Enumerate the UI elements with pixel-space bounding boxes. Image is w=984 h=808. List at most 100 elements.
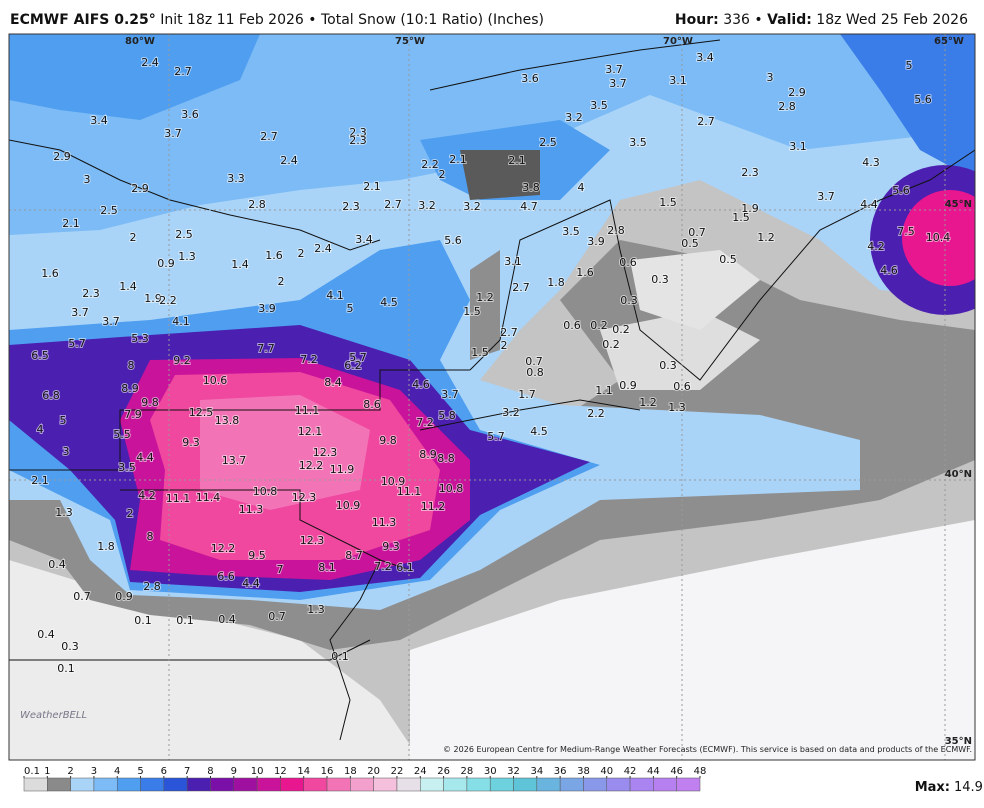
snow-amount: 2: [278, 275, 285, 288]
snow-amount: 0.1: [134, 614, 152, 627]
snow-amount: 8: [128, 359, 135, 372]
snow-amount: 10.9: [381, 475, 406, 488]
colorbar-tick-label: 48: [694, 766, 707, 777]
lon-label: 80°W: [125, 36, 155, 47]
colorbar-swatch: [373, 777, 398, 792]
snow-amount: 11.2: [421, 500, 446, 513]
colorbar-tick-label: 38: [577, 766, 590, 777]
snow-amount: 9.3: [182, 436, 200, 449]
run: Init 18z 11 Feb 2026: [160, 12, 304, 28]
colorbar-tick-label: 40: [600, 766, 613, 777]
colorbar-tick-label: 8: [207, 766, 213, 777]
snow-amount: 3.6: [521, 72, 539, 85]
snow-amount: 7.2: [374, 560, 392, 573]
snow-amount: 1.6: [576, 266, 594, 279]
snow-amount: 2.1: [449, 153, 467, 166]
snow-amount: 3.2: [463, 200, 481, 213]
snow-amount: 4.5: [380, 296, 398, 309]
snow-amount: 3.7: [441, 388, 459, 401]
snow-amount: 7.7: [257, 342, 275, 355]
lat-label: 35°N: [945, 736, 972, 747]
colorbar-swatch: [536, 777, 561, 792]
snow-amount: 2.1: [31, 474, 49, 487]
snow-amount: 4.4: [136, 451, 154, 464]
snow-amount: 4.1: [326, 289, 344, 302]
colorbar-tick-label: 30: [484, 766, 497, 777]
colorbar-swatch: [653, 777, 677, 792]
snow-amount: 3.2: [418, 199, 436, 212]
snow-amount: 5: [906, 59, 913, 72]
snow-amount: 4: [578, 181, 585, 194]
colorbar-tick-label: 1: [44, 766, 50, 777]
lat-label: 40°N: [945, 469, 972, 480]
snow-amount: 5: [347, 302, 354, 315]
colorbar-tick-label: 7: [184, 766, 190, 777]
header-left: ECMWF AIFS 0.25° Init 18z 11 Feb 2026 • …: [10, 12, 544, 28]
snow-amount: 2.1: [363, 180, 381, 193]
snow-amount: 3.7: [102, 315, 120, 328]
snow-amount: 0.2: [612, 323, 630, 336]
snow-amount: 1.8: [547, 276, 565, 289]
product: Total Snow (10:1 Ratio) (Inches): [320, 12, 544, 28]
snow-amount: 2: [439, 168, 446, 181]
snow-amount: 12.3: [292, 491, 317, 504]
colorbar-swatch: [47, 777, 71, 792]
snow-amount: 2.7: [500, 326, 518, 339]
snow-amount: 0.3: [659, 359, 677, 372]
colorbar-tick-label: 10: [251, 766, 264, 777]
separator: •: [754, 12, 763, 28]
snow-amount: 4: [37, 423, 44, 436]
snow-amount: 3.4: [90, 114, 108, 127]
snow-amount: 2.5: [175, 228, 193, 241]
snow-amount: 0.3: [61, 640, 79, 653]
lon-label: 70°W: [663, 36, 693, 47]
snow-amount: 4.7: [520, 200, 538, 213]
snow-amount: 2.3: [349, 126, 367, 139]
snow-amount: 5.6: [914, 93, 932, 106]
max-value: 14.9: [954, 780, 983, 795]
snow-amount: 0.7: [525, 355, 543, 368]
snow-amount: 5.6: [892, 184, 910, 197]
snow-amount: 10.9: [336, 499, 361, 512]
snow-amount: 3.7: [609, 77, 627, 90]
colorbar-tick-label: 28: [461, 766, 474, 777]
snow-amount: 3.6: [181, 108, 199, 121]
snow-amount: 10.8: [439, 482, 464, 495]
snow-amount: 0.7: [268, 610, 286, 623]
logo: WeatherBELL: [20, 710, 87, 721]
snow-amount: 2: [127, 507, 134, 520]
snow-amount: 4.3: [862, 156, 880, 169]
colorbar-tick-label: 14: [297, 766, 310, 777]
snow-amount: 0.1: [176, 614, 194, 627]
colorbar-tick-label: 22: [391, 766, 404, 777]
snow-amount: 3.7: [164, 127, 182, 140]
colorbar-swatch: [513, 777, 538, 792]
colorbar-swatch: [350, 777, 374, 792]
snow-amount: 2.4: [280, 154, 298, 167]
snow-amount: 0.6: [619, 256, 637, 269]
snow-amount: 8.6: [363, 398, 381, 411]
valid: 18z Wed 25 Feb 2026: [816, 12, 968, 28]
snow-amount: 3.7: [71, 306, 89, 319]
snow-amount: 0.3: [651, 273, 669, 286]
colorbar-tick-label: 3: [91, 766, 97, 777]
snow-amount: 4.4: [860, 198, 878, 211]
snow-amount: 1.1: [595, 384, 613, 397]
lat-label: 45°N: [945, 199, 972, 210]
snow-amount: 12.5: [189, 406, 214, 419]
snow-amount: 12.1: [298, 425, 323, 438]
colorbar-tick-label: 20: [367, 766, 380, 777]
snow-amount: 9.5: [248, 549, 266, 562]
colorbar-swatch: [116, 777, 141, 792]
snow-amount: 1.2: [639, 396, 657, 409]
snow-amount: 3.7: [605, 63, 623, 76]
snow-amount: 2.7: [697, 115, 715, 128]
snow-amount: 7: [277, 563, 284, 576]
colorbar-tick-label: 12: [274, 766, 287, 777]
hour: 336: [723, 12, 750, 28]
snow-amount: 2.9: [53, 150, 71, 163]
snow-amount: 1.6: [265, 249, 283, 262]
snow-amount: 6.8: [42, 389, 60, 402]
snow-amount: 9.8: [379, 434, 397, 447]
